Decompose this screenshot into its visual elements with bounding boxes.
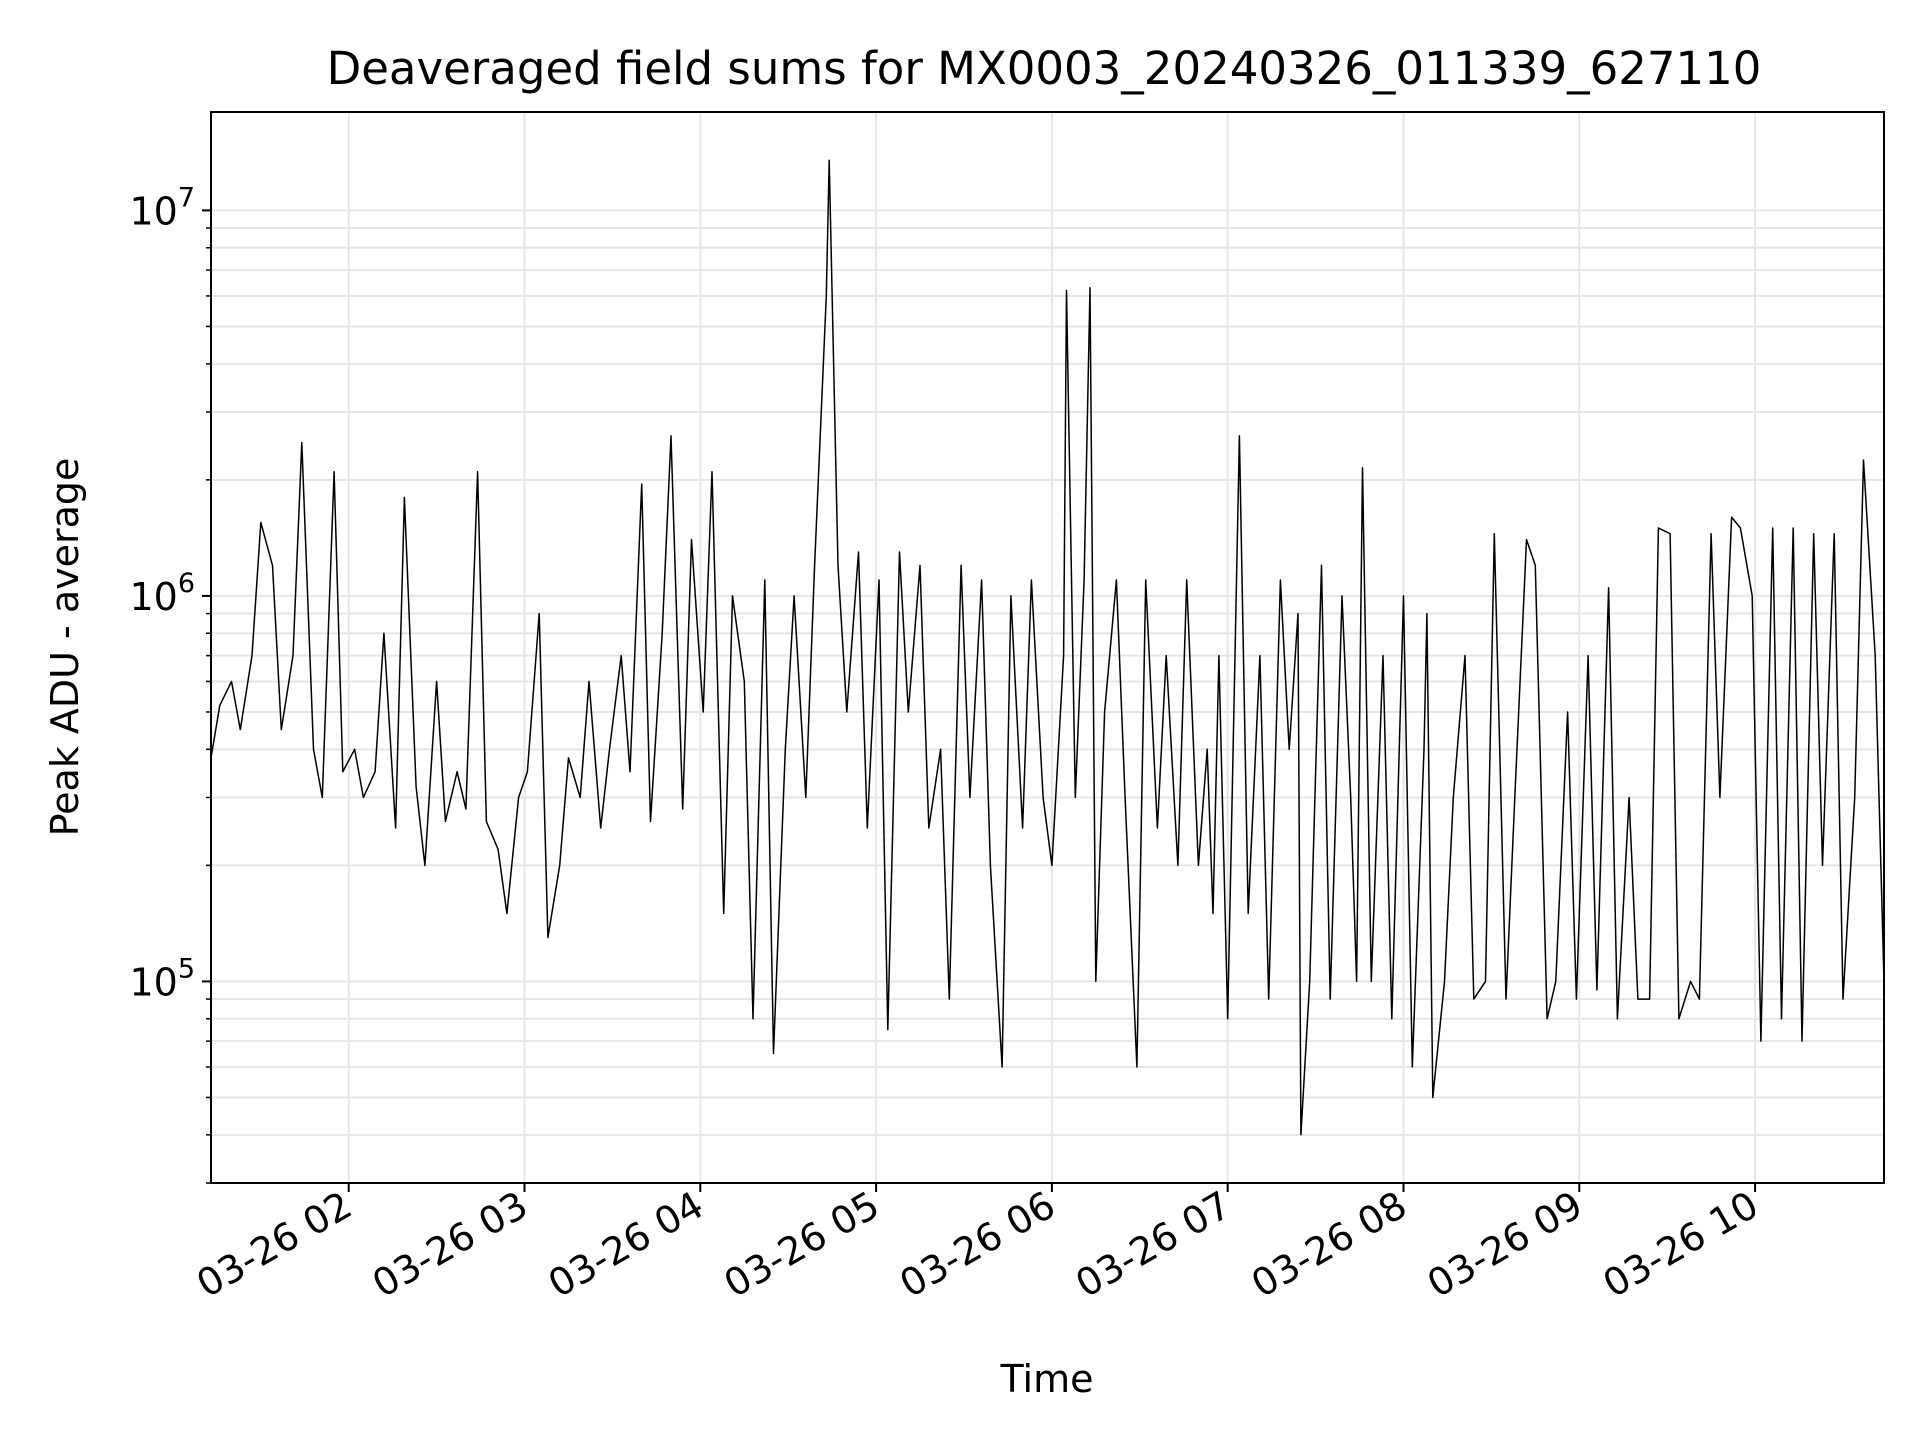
y-tick-label: 105 — [129, 953, 195, 1004]
y-tick-label: 106 — [129, 568, 195, 619]
y-tick-base: 10 — [129, 189, 177, 233]
series-line — [210, 159, 1885, 1136]
y-tick-exponent: 5 — [178, 953, 195, 984]
x-axis-label: Time — [1000, 1357, 1094, 1401]
y-tick-base: 10 — [129, 960, 177, 1004]
chart-title: Deaveraged field sums for MX0003_2024032… — [327, 42, 1762, 95]
plot-area — [210, 159, 1885, 1136]
y-tick-label: 107 — [129, 182, 195, 233]
axes-frame — [210, 111, 1885, 1184]
y-tick-base: 10 — [129, 575, 177, 619]
y-tick-exponent: 7 — [178, 182, 195, 213]
y-tick-exponent: 6 — [178, 568, 195, 599]
y-axis-label: Peak ADU - average — [43, 458, 87, 837]
